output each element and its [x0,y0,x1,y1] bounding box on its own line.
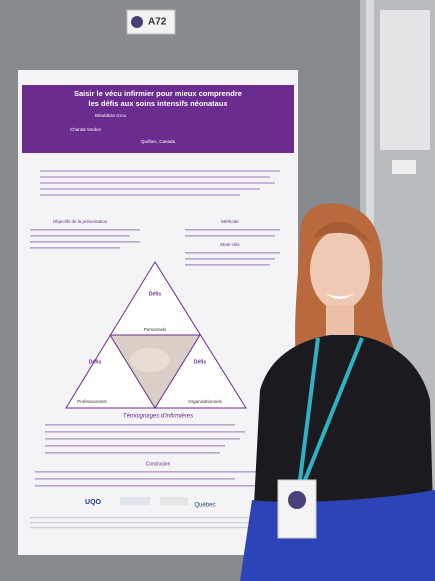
section-title: Mots-clés [220,242,240,247]
method-text [185,229,280,237]
poster-header [22,85,294,153]
intro-text [40,170,280,196]
author: Chantal Verdon [70,127,102,132]
location: Québec, Canada [141,139,176,144]
conclusion-text [35,471,285,487]
section-title: Témoignages d'infirmières [123,414,193,420]
lanyard [298,337,364,481]
sweater-stripe [240,490,435,581]
hands-image [130,348,170,372]
triangle-label: Personnels [144,327,167,332]
badge-logo [131,16,143,28]
triangle-heading: Défis [149,291,161,297]
badge-number: A72 [148,17,167,28]
sign [392,160,416,174]
hair-fringe [312,221,372,245]
poster-title: les défis aux soins intensifs néonataux [88,99,228,108]
section-title: Méthode [221,219,239,224]
neck [326,305,354,340]
smile [325,293,355,299]
author: Bénédicte Grou [95,113,127,118]
logo: Québec [194,503,215,509]
logo: UQO [85,499,102,506]
objectives-text [30,229,140,249]
triangle-heading: Défis [194,359,206,365]
face [310,230,370,310]
references [30,517,285,529]
name-badge [277,479,317,539]
keywords-text [185,252,280,266]
section-title: Conclusion [146,461,171,467]
poster-title: Saisir le vécu infirmier pour mieux comp… [74,89,242,98]
triangle-heading: Défis [89,359,101,365]
testimonials-text [45,424,245,454]
triangle-label: Organisationnels [188,399,223,404]
badge-logo [288,491,306,509]
section-title: Objectifs de la présentation [53,219,108,224]
logo [120,497,150,505]
window [380,10,430,150]
logo [160,497,188,505]
triangle-label: Professionnels [77,399,107,404]
